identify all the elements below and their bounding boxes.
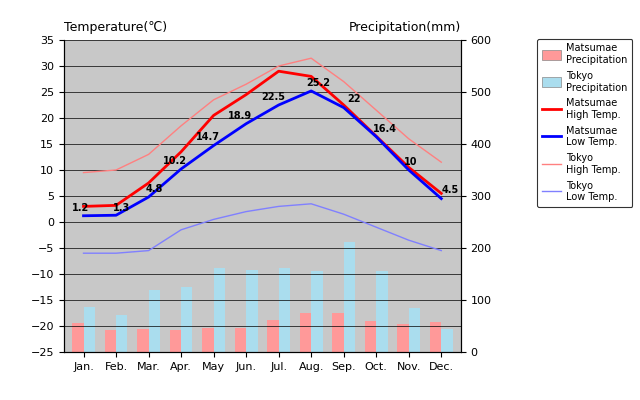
- Bar: [105, 330, 116, 352]
- Bar: [397, 324, 409, 352]
- Bar: [278, 268, 290, 352]
- Bar: [430, 322, 442, 352]
- Bar: [300, 313, 311, 352]
- Bar: [116, 315, 127, 352]
- Bar: [344, 242, 355, 352]
- Text: 4.8: 4.8: [145, 184, 163, 194]
- Bar: [214, 268, 225, 352]
- Text: Precipitation(mm): Precipitation(mm): [349, 21, 461, 34]
- Bar: [365, 321, 376, 352]
- Bar: [376, 271, 388, 352]
- Bar: [137, 329, 148, 352]
- Bar: [148, 290, 160, 352]
- Bar: [268, 320, 278, 352]
- Text: 1.3: 1.3: [113, 203, 130, 213]
- Text: 22: 22: [347, 94, 360, 104]
- Text: 1.2: 1.2: [72, 203, 90, 213]
- Bar: [83, 307, 95, 352]
- Bar: [202, 328, 214, 352]
- Bar: [409, 308, 420, 352]
- Text: 4.5: 4.5: [442, 186, 458, 196]
- Text: Temperature(℃): Temperature(℃): [64, 21, 167, 34]
- Bar: [72, 323, 83, 352]
- Bar: [181, 287, 193, 352]
- Bar: [246, 270, 257, 352]
- Text: 10.2: 10.2: [163, 156, 187, 166]
- Text: 25.2: 25.2: [307, 78, 330, 88]
- Text: 18.9: 18.9: [228, 111, 252, 121]
- Bar: [235, 328, 246, 352]
- Bar: [442, 329, 452, 352]
- Bar: [332, 313, 344, 352]
- Bar: [311, 271, 323, 352]
- Text: 14.7: 14.7: [196, 132, 220, 142]
- Text: 16.4: 16.4: [373, 124, 397, 134]
- Bar: [170, 330, 181, 352]
- Text: 22.5: 22.5: [260, 92, 285, 102]
- Text: 10: 10: [404, 157, 417, 167]
- Legend: Matsumae
Precipitation, Tokyo
Precipitation, Matsumae
High Temp., Matsumae
Low T: Matsumae Precipitation, Tokyo Precipitat…: [537, 39, 632, 207]
